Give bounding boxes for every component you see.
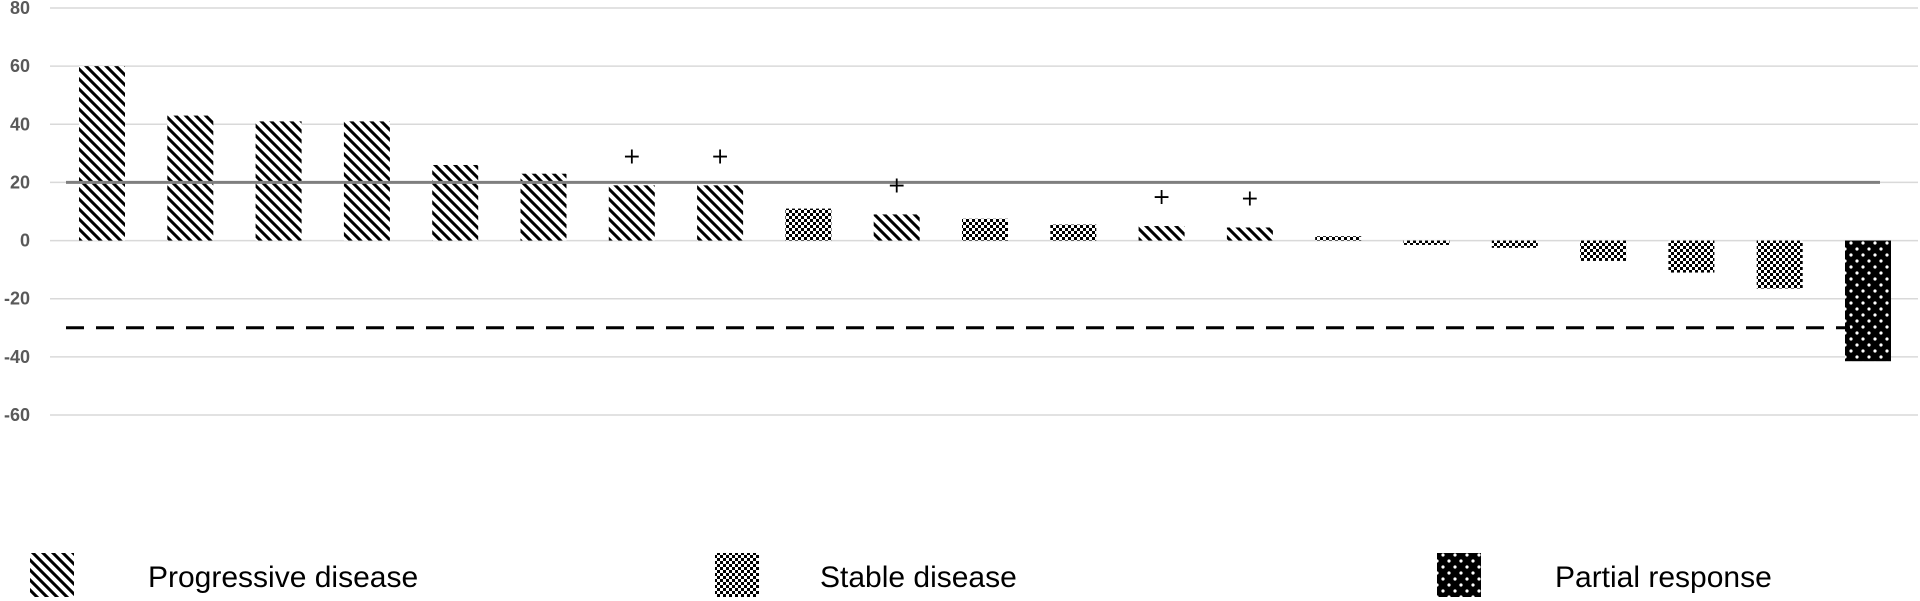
reference-lines <box>66 180 1880 330</box>
plus-marker: + <box>623 144 641 169</box>
bar <box>520 173 567 241</box>
legend-swatch <box>1437 553 1481 597</box>
bar <box>1491 240 1538 248</box>
bars <box>79 66 1891 362</box>
bar <box>79 66 125 241</box>
y-tick-label: -40 <box>4 347 30 367</box>
plus-marker: + <box>1152 185 1170 210</box>
bar <box>1315 236 1362 241</box>
legend-label: Progressive disease <box>148 561 418 594</box>
bar <box>1668 240 1715 273</box>
legend-swatch <box>715 553 759 597</box>
bar <box>167 115 214 241</box>
bar <box>1226 227 1273 241</box>
bar <box>962 218 1008 241</box>
legend-label: Stable disease <box>820 561 1017 594</box>
y-tick-label: 0 <box>20 231 30 251</box>
bar <box>1050 224 1097 241</box>
plus-marker: + <box>711 144 729 169</box>
bar <box>1756 240 1803 289</box>
gridlines <box>50 7 1918 416</box>
y-tick-label: 60 <box>10 56 30 76</box>
bar <box>873 214 920 241</box>
y-tick-label: -60 <box>4 405 30 425</box>
bar <box>1845 240 1891 362</box>
y-tick-label: 40 <box>10 114 30 134</box>
bar <box>785 208 832 241</box>
plus-marker: + <box>1241 186 1259 211</box>
bar <box>608 185 655 241</box>
bar <box>697 185 744 241</box>
y-axis: 80 60 40 20 0 -20 -40 -60 <box>4 0 30 425</box>
bar <box>1138 226 1185 241</box>
bar <box>432 164 479 241</box>
legend-label: Partial response <box>1555 561 1772 594</box>
y-tick-label: -20 <box>4 289 30 309</box>
legend-swatch <box>30 553 74 597</box>
bar <box>1403 240 1450 245</box>
bar-markers: + + + + + <box>623 144 1260 211</box>
y-tick-label: 80 <box>10 0 30 18</box>
bar <box>1580 240 1627 261</box>
legend: Progressive disease Stable disease Partial… <box>30 553 1772 597</box>
plus-marker: + <box>887 173 905 198</box>
y-tick-label: 20 <box>10 172 30 192</box>
